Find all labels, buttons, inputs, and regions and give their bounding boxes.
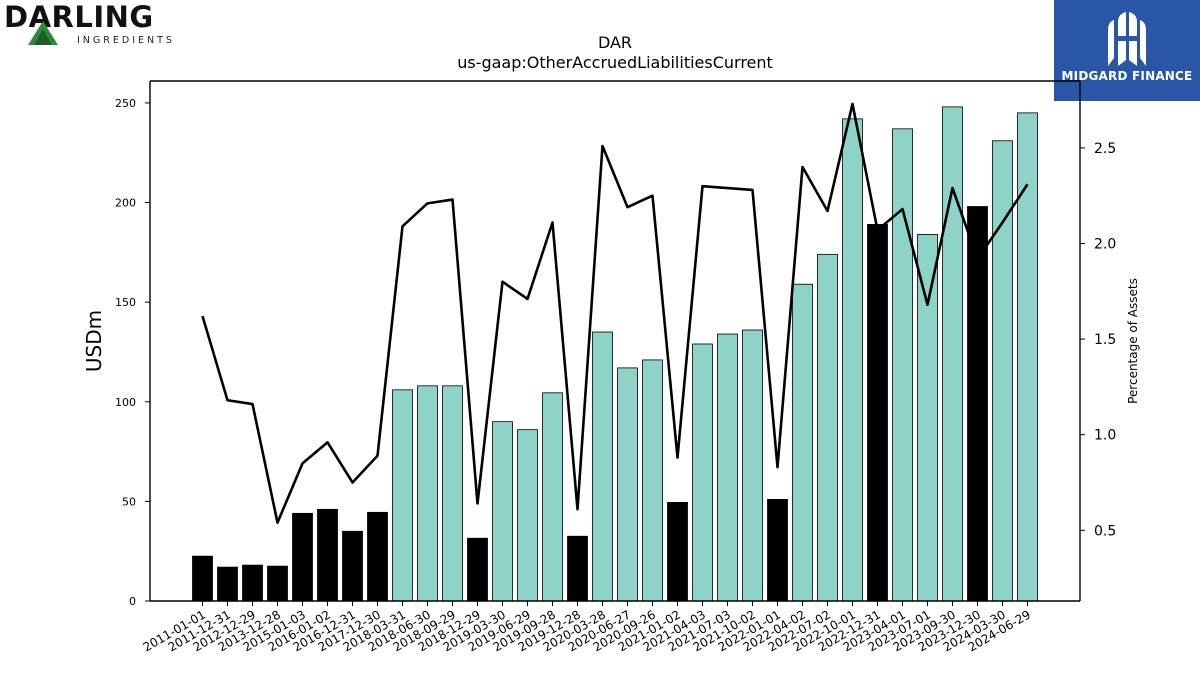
y-tick-label: 0 xyxy=(129,595,136,608)
bar xyxy=(367,511,388,602)
bar xyxy=(217,566,238,602)
y2-tick-label: 0.5 xyxy=(1094,523,1116,539)
triangle-logo-icon xyxy=(28,21,58,45)
y-tick-label: 250 xyxy=(115,97,136,110)
y-tick-label: 150 xyxy=(115,296,136,309)
bar xyxy=(492,421,513,602)
y2-tick-label: 1.5 xyxy=(1094,332,1116,348)
bar xyxy=(692,343,713,602)
bar xyxy=(317,508,338,602)
bar xyxy=(867,224,888,602)
y-tick-label: 200 xyxy=(115,197,136,210)
bar xyxy=(567,535,588,602)
darling-ingredients-logo: DARLING INGREDIENTS xyxy=(4,2,174,48)
logo-brand-text: DARLING xyxy=(4,0,154,34)
bar xyxy=(842,118,863,602)
bar xyxy=(917,234,938,602)
chart-title: DAR xyxy=(597,33,633,52)
bar xyxy=(517,429,538,602)
bar xyxy=(892,128,913,602)
y2-tick-label: 2.5 xyxy=(1094,141,1116,157)
y2-tick-label: 1.0 xyxy=(1094,428,1116,444)
bar xyxy=(242,564,263,602)
bar xyxy=(592,331,613,602)
bar xyxy=(617,367,638,602)
y2-tick-label: 2.0 xyxy=(1094,237,1116,253)
logo-sub-text: INGREDIENTS xyxy=(77,35,175,46)
bar xyxy=(792,283,813,602)
bar xyxy=(717,333,738,602)
midgard-finance-logo: MIDGARD FINANCE xyxy=(1054,0,1200,101)
bar xyxy=(742,329,763,602)
line-series xyxy=(201,102,1029,524)
bar xyxy=(267,565,288,602)
bar xyxy=(967,206,988,602)
bar xyxy=(817,253,838,602)
bar xyxy=(442,385,463,602)
midgard-brand-text: MIDGARD FINANCE xyxy=(1061,69,1193,83)
y-tick-label: 100 xyxy=(115,396,136,409)
bar xyxy=(667,501,688,602)
bar xyxy=(392,389,413,602)
midgard-emblem-icon xyxy=(1108,12,1146,66)
y2-axis-label: Percentage of Assets xyxy=(1126,278,1140,404)
bar xyxy=(192,555,213,602)
bar xyxy=(542,392,563,602)
bar xyxy=(342,530,363,602)
bar xyxy=(767,498,788,602)
chart-subtitle: us-gaap:OtherAccruedLiabilitiesCurrent xyxy=(457,53,773,72)
bar xyxy=(942,106,963,602)
bar xyxy=(642,359,663,602)
y-tick-label: 50 xyxy=(122,495,136,508)
bar xyxy=(467,537,488,602)
bar xyxy=(417,385,438,602)
y-axis-label: USDm xyxy=(82,310,106,372)
bar xyxy=(292,512,313,602)
